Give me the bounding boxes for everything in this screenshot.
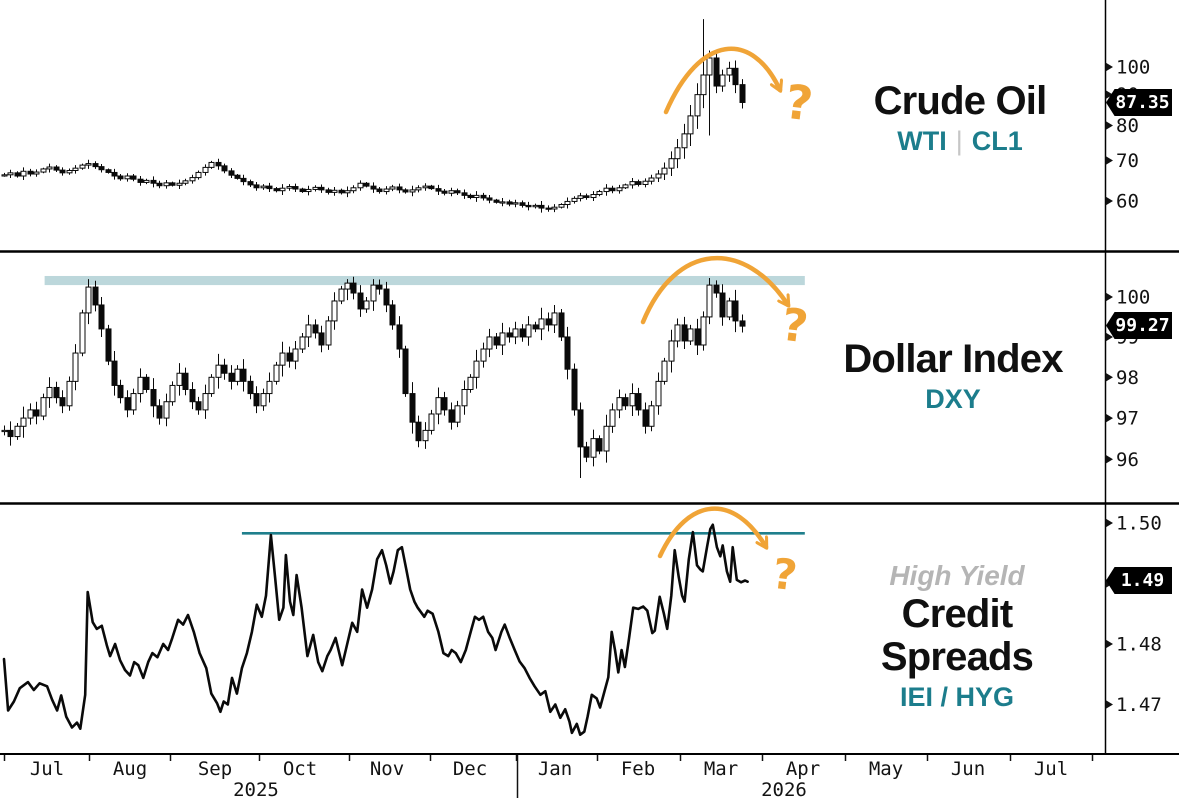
svg-text:Apr: Apr [786, 758, 820, 780]
svg-text:96: 96 [1116, 449, 1139, 471]
crude-candles [1, 19, 746, 213]
question-mark-annotation-2: ? [770, 549, 800, 601]
svg-text:100: 100 [1116, 287, 1150, 309]
svg-text:1.48: 1.48 [1116, 634, 1162, 656]
crude-price-tag: 87.35 [1106, 89, 1172, 116]
svg-text:1.47: 1.47 [1116, 694, 1162, 716]
svg-text:May: May [869, 758, 903, 780]
svg-text:97: 97 [1116, 408, 1139, 430]
svg-text:Jan: Jan [538, 758, 572, 780]
dxy-price-tag: 99.27 [1106, 312, 1172, 339]
svg-text:Mar: Mar [704, 758, 738, 780]
annotation-arrow-1 [640, 256, 788, 325]
svg-text:Oct: Oct [283, 758, 317, 780]
svg-text:2025: 2025 [233, 779, 279, 800]
svg-text:Jun: Jun [951, 758, 985, 780]
question-mark-annotation-1: ? [779, 298, 811, 354]
price-scale-2[interactable]: 1.501.491.481.47 [1105, 513, 1162, 717]
question-mark-annotation-0: ? [782, 75, 816, 133]
dxy-candles [1, 276, 746, 478]
svg-text:2026: 2026 [761, 779, 807, 800]
svg-text:100: 100 [1116, 57, 1150, 79]
svg-text:1.50: 1.50 [1116, 513, 1162, 535]
svg-text:80: 80 [1116, 115, 1139, 137]
svg-text:Nov: Nov [370, 758, 404, 780]
svg-text:70: 70 [1116, 150, 1139, 172]
time-axis[interactable]: Jul Aug Sep Oct Nov Dec Jan Feb Mar Apr May Jun Jul 2… [3, 755, 1094, 800]
annotation-arrow-0 [663, 46, 780, 115]
svg-text:Feb: Feb [621, 758, 655, 780]
svg-text:Jul: Jul [1034, 758, 1068, 780]
svg-text:98: 98 [1116, 367, 1139, 389]
price-scale-0[interactable]: 10090807060 [1105, 57, 1151, 213]
svg-text:Aug: Aug [113, 758, 147, 780]
svg-text:Dec: Dec [453, 758, 487, 780]
credit-spreads-price-tag: 1.49 [1106, 567, 1172, 594]
dxy-resistance-zone [44, 275, 805, 286]
annotation-arrow-2 [657, 506, 769, 559]
credit-spreads-line [2, 523, 749, 737]
svg-text:Sep: Sep [198, 758, 232, 780]
svg-text:Jul: Jul [30, 758, 64, 780]
svg-text:60: 60 [1116, 190, 1139, 212]
